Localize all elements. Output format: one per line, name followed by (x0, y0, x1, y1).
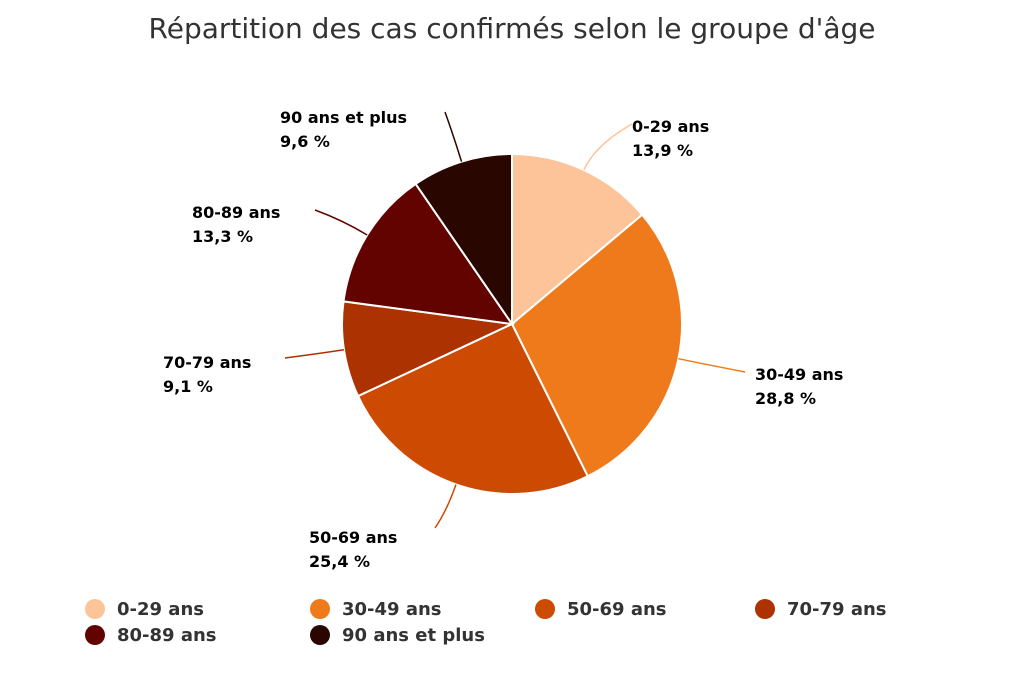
slice-category-label-2: 50-69 ans (309, 528, 397, 547)
slice-value-label-0: 13,9 % (632, 141, 693, 160)
legend-item-4[interactable]: 80-89 ans (85, 622, 217, 648)
slice-value-label-1: 28,8 % (755, 389, 816, 408)
pie-slice-1[interactable] (510, 213, 683, 478)
slice-category-label-5: 90 ans et plus (280, 108, 407, 127)
legend-label: 30-49 ans (342, 598, 442, 620)
legend-swatch (535, 599, 555, 619)
slice-value-label-5: 9,6 % (280, 132, 330, 151)
chart-title: Répartition des cas confirmés selon le g… (148, 12, 876, 45)
slice-category-label-1: 30-49 ans (755, 365, 843, 384)
legend-swatch (310, 599, 330, 619)
label-connector-5 (444, 111, 463, 162)
label-connectors (284, 111, 746, 529)
legend-item-1[interactable]: 30-49 ans (310, 596, 442, 622)
legend-label: 0-29 ans (117, 598, 204, 620)
slice-category-label-0: 0-29 ans (632, 117, 709, 136)
label-connector-1 (678, 357, 746, 373)
legend-swatch (85, 599, 105, 619)
pie-slice-3[interactable] (341, 300, 516, 398)
slice-value-label-4: 13,3 % (192, 227, 253, 246)
legend-label: 90 ans et plus (342, 624, 485, 646)
legend-item-2[interactable]: 50-69 ans (535, 596, 667, 622)
legend-swatch (85, 625, 105, 645)
slice-labels: 0-29 ans 13,9 % 30-49 ans 28,8 % 50-69 ans 25… (163, 108, 843, 571)
pie-slice-2[interactable] (356, 322, 590, 495)
label-connector-4 (314, 209, 368, 236)
legend-label: 50-69 ans (567, 598, 667, 620)
slice-category-label-3: 70-79 ans (163, 353, 251, 372)
legend-swatch (310, 625, 330, 645)
legend-item-5[interactable]: 90 ans et plus (310, 622, 485, 648)
slice-category-label-4: 80-89 ans (192, 203, 280, 222)
pie-slice-0[interactable] (511, 152, 644, 327)
legend-label: 80-89 ans (117, 624, 217, 646)
legend-label: 70-79 ans (787, 598, 887, 620)
label-connector-3 (284, 349, 345, 359)
legend-swatch (755, 599, 775, 619)
legend-item-0[interactable]: 0-29 ans (85, 596, 204, 622)
pie-slices (341, 152, 683, 495)
label-connector-2 (434, 484, 457, 529)
slice-value-label-2: 25,4 % (309, 552, 370, 571)
label-connector-0 (583, 123, 633, 171)
legend-item-3[interactable]: 70-79 ans (755, 596, 887, 622)
slice-value-label-3: 9,1 % (163, 377, 213, 396)
